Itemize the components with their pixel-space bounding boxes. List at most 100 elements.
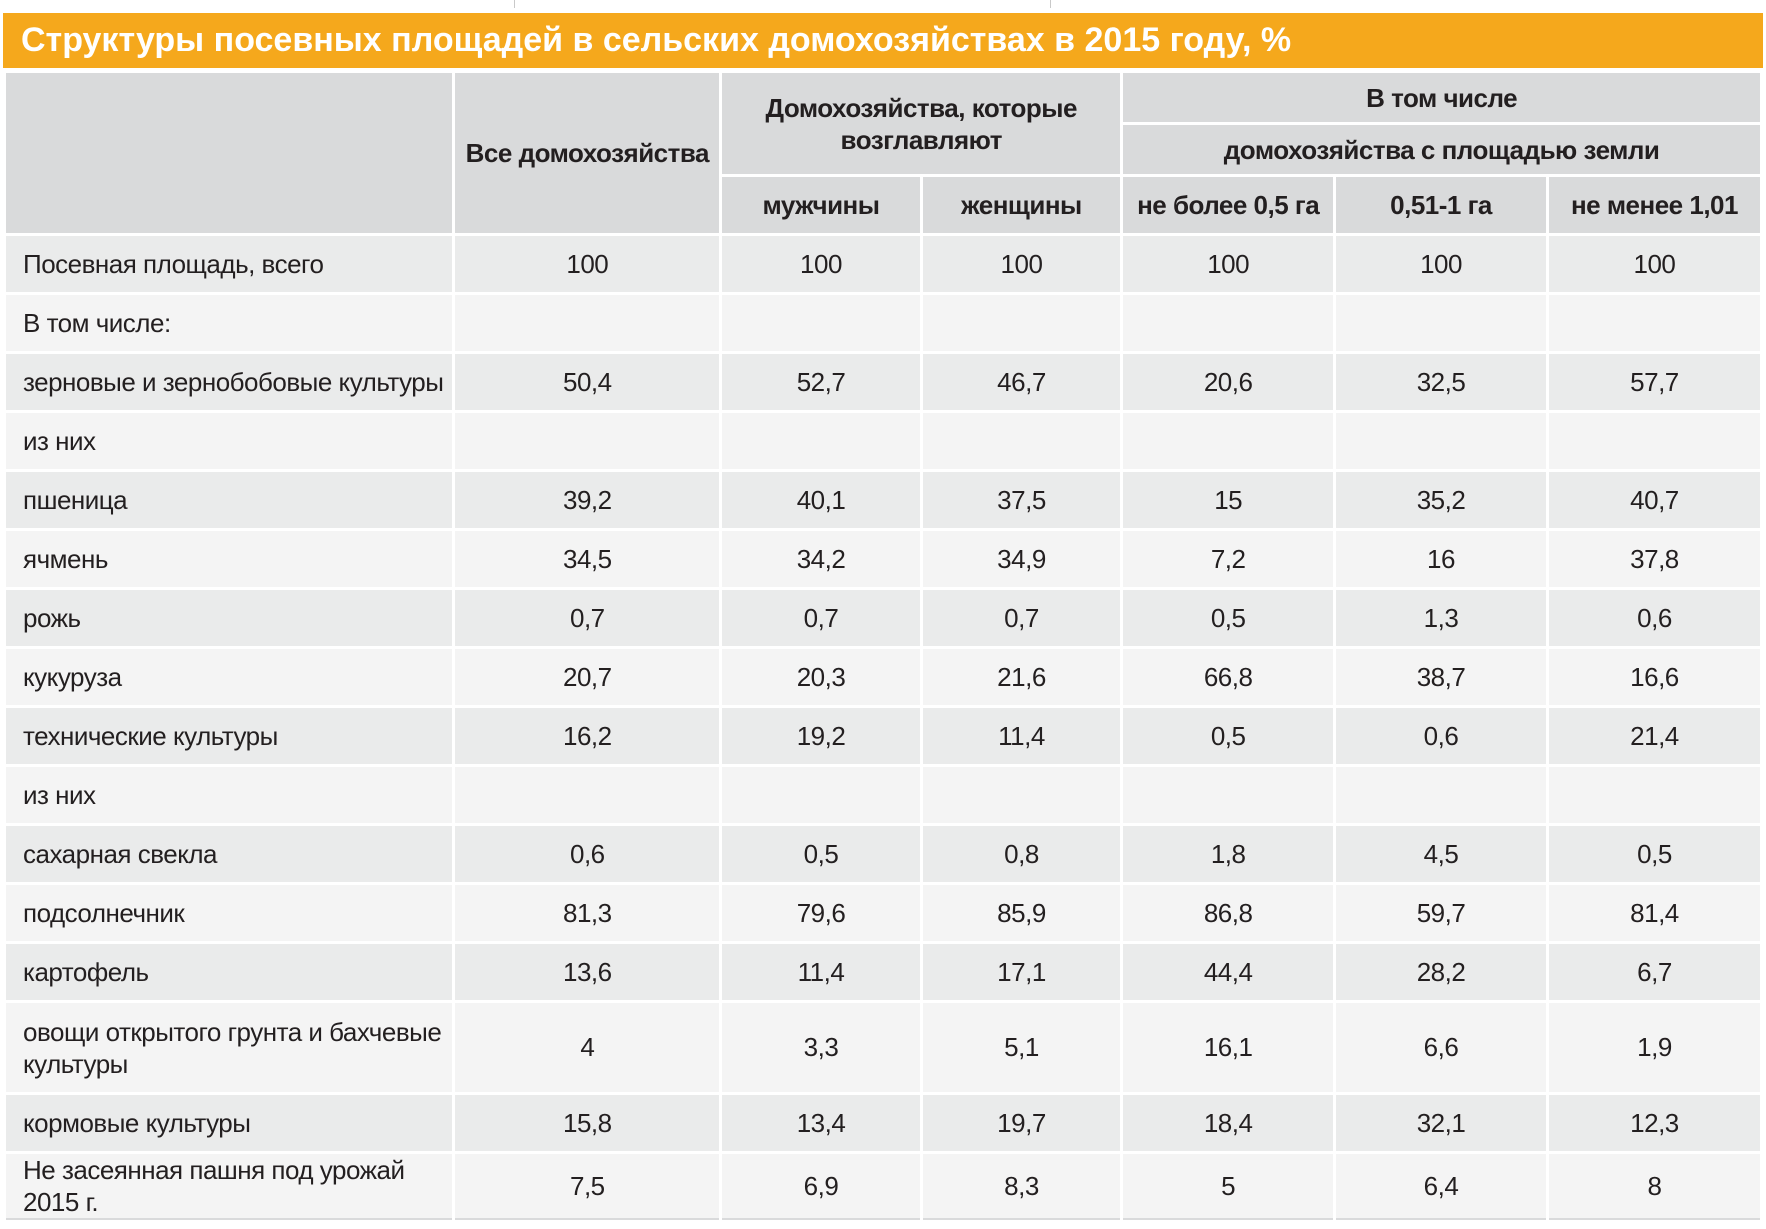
row-label: сахарная свекла bbox=[2, 823, 456, 885]
value-cell: 20,6 bbox=[1120, 351, 1337, 413]
header-by-land-area: домохозяйства с площадью земли bbox=[1120, 122, 1763, 177]
value-cell bbox=[719, 764, 923, 826]
header-headed-by: Домохозяйства, которые возглавляют bbox=[719, 70, 1124, 177]
row-label: кормовые культуры bbox=[2, 1092, 456, 1154]
value-cell: 16,1 bbox=[1120, 1000, 1337, 1095]
value-cell: 100 bbox=[1545, 233, 1764, 295]
row-label: картофель bbox=[2, 941, 456, 1003]
value-cell: 100 bbox=[719, 233, 923, 295]
table-row: Не засеянная пашня под урожай 2015 г. 7,5… bbox=[2, 1151, 1764, 1220]
value-cell: 13,6 bbox=[452, 941, 723, 1003]
value-cell: 32,5 bbox=[1333, 351, 1549, 413]
value-cell: 57,7 bbox=[1545, 351, 1764, 413]
value-cell: 6,6 bbox=[1333, 1000, 1549, 1095]
table-row: технические культуры 16,2 19,2 11,4 0,5 0,6 21… bbox=[2, 705, 1764, 767]
table-row: рожь 0,7 0,7 0,7 0,5 1,3 0,6 bbox=[2, 587, 1764, 649]
header-blank bbox=[2, 70, 456, 236]
value-cell: 5 bbox=[1120, 1151, 1337, 1220]
value-cell: 0,5 bbox=[1545, 823, 1764, 885]
table-row: зерновые и зернобобовые культуры 50,4 52,7… bbox=[2, 351, 1764, 413]
value-cell: 34,2 bbox=[719, 528, 923, 590]
value-cell: 20,7 bbox=[452, 646, 723, 708]
value-cell: 40,1 bbox=[719, 469, 923, 531]
value-cell: 0,8 bbox=[919, 823, 1124, 885]
row-label: овощи открытого грунта и бахчевые культу… bbox=[2, 1000, 456, 1095]
value-cell: 8,3 bbox=[919, 1151, 1124, 1220]
value-cell: 4,5 bbox=[1333, 823, 1549, 885]
table-row: овощи открытого грунта и бахчевые культу… bbox=[2, 1000, 1764, 1095]
table-row: из них bbox=[2, 764, 1764, 826]
header-men: мужчины bbox=[719, 174, 923, 236]
value-cell: 100 bbox=[1333, 233, 1549, 295]
value-cell bbox=[452, 764, 723, 826]
header-area-0-51-1: 0,51-1 га bbox=[1333, 174, 1549, 236]
value-cell: 1,3 bbox=[1333, 587, 1549, 649]
value-cell: 16,2 bbox=[452, 705, 723, 767]
value-cell: 32,1 bbox=[1333, 1092, 1549, 1154]
value-cell: 7,2 bbox=[1120, 528, 1337, 590]
value-cell: 11,4 bbox=[719, 941, 923, 1003]
value-cell: 44,4 bbox=[1120, 941, 1337, 1003]
table-row: кормовые культуры 15,8 13,4 19,7 18,4 32,1 12,… bbox=[2, 1092, 1764, 1154]
value-cell: 0,6 bbox=[1333, 705, 1549, 767]
header-all-households: Все домохозяйства bbox=[452, 70, 723, 236]
value-cell bbox=[1333, 764, 1549, 826]
value-cell bbox=[1333, 410, 1549, 472]
value-cell: 66,8 bbox=[1120, 646, 1337, 708]
value-cell: 21,6 bbox=[919, 646, 1124, 708]
value-cell: 5,1 bbox=[919, 1000, 1124, 1095]
value-cell: 13,4 bbox=[719, 1092, 923, 1154]
header-area-over-1-01: не менее 1,01 bbox=[1545, 174, 1764, 236]
value-cell: 0,5 bbox=[1120, 705, 1337, 767]
page-edge-tick bbox=[1050, 0, 1051, 8]
value-cell: 0,5 bbox=[719, 823, 923, 885]
value-cell: 81,3 bbox=[452, 882, 723, 944]
value-cell: 18,4 bbox=[1120, 1092, 1337, 1154]
row-label: подсолнечник bbox=[2, 882, 456, 944]
value-cell: 0,6 bbox=[1545, 587, 1764, 649]
value-cell: 3,3 bbox=[719, 1000, 923, 1095]
row-label: рожь bbox=[2, 587, 456, 649]
value-cell bbox=[1545, 292, 1764, 354]
value-cell: 6,7 bbox=[1545, 941, 1764, 1003]
header-headed-by-label: Домохозяйства, которые возглавляют bbox=[765, 92, 1078, 155]
value-cell: 40,7 bbox=[1545, 469, 1764, 531]
value-cell: 1,9 bbox=[1545, 1000, 1764, 1095]
table-row: сахарная свекла 0,6 0,5 0,8 1,8 4,5 0,5 bbox=[2, 823, 1764, 885]
value-cell: 37,8 bbox=[1545, 528, 1764, 590]
table-row: ячмень 34,5 34,2 34,9 7,2 16 37,8 bbox=[2, 528, 1764, 590]
value-cell: 21,4 bbox=[1545, 705, 1764, 767]
value-cell: 19,7 bbox=[919, 1092, 1124, 1154]
value-cell: 35,2 bbox=[1333, 469, 1549, 531]
value-cell bbox=[1120, 292, 1337, 354]
row-label: пшеница bbox=[2, 469, 456, 531]
value-cell bbox=[1545, 410, 1764, 472]
value-cell: 20,3 bbox=[719, 646, 923, 708]
header-area-up-to-0-5: не более 0,5 га bbox=[1120, 174, 1337, 236]
value-cell: 0,7 bbox=[919, 587, 1124, 649]
value-cell: 6,4 bbox=[1333, 1151, 1549, 1220]
value-cell: 39,2 bbox=[452, 469, 723, 531]
row-label: ячмень bbox=[2, 528, 456, 590]
value-cell bbox=[452, 292, 723, 354]
value-cell: 7,5 bbox=[452, 1151, 723, 1220]
table-row: подсолнечник 81,3 79,6 85,9 86,8 59,7 81,4 bbox=[2, 882, 1764, 944]
value-cell: 8 bbox=[1545, 1151, 1764, 1220]
row-label: кукуруза bbox=[2, 646, 456, 708]
value-cell: 16 bbox=[1333, 528, 1549, 590]
value-cell: 4 bbox=[452, 1000, 723, 1095]
value-cell: 59,7 bbox=[1333, 882, 1549, 944]
value-cell: 79,6 bbox=[719, 882, 923, 944]
table-row: кукуруза 20,7 20,3 21,6 66,8 38,7 16,6 bbox=[2, 646, 1764, 708]
value-cell: 15,8 bbox=[452, 1092, 723, 1154]
value-cell: 38,7 bbox=[1333, 646, 1549, 708]
value-cell: 1,8 bbox=[1120, 823, 1337, 885]
value-cell: 12,3 bbox=[1545, 1092, 1764, 1154]
row-label: из них bbox=[2, 764, 456, 826]
value-cell: 0,6 bbox=[452, 823, 723, 885]
value-cell: 100 bbox=[1120, 233, 1337, 295]
value-cell: 6,9 bbox=[719, 1151, 923, 1220]
table-title: Структуры посевных площадей в сельских д… bbox=[3, 13, 1763, 68]
value-cell bbox=[919, 410, 1124, 472]
value-cell bbox=[452, 410, 723, 472]
